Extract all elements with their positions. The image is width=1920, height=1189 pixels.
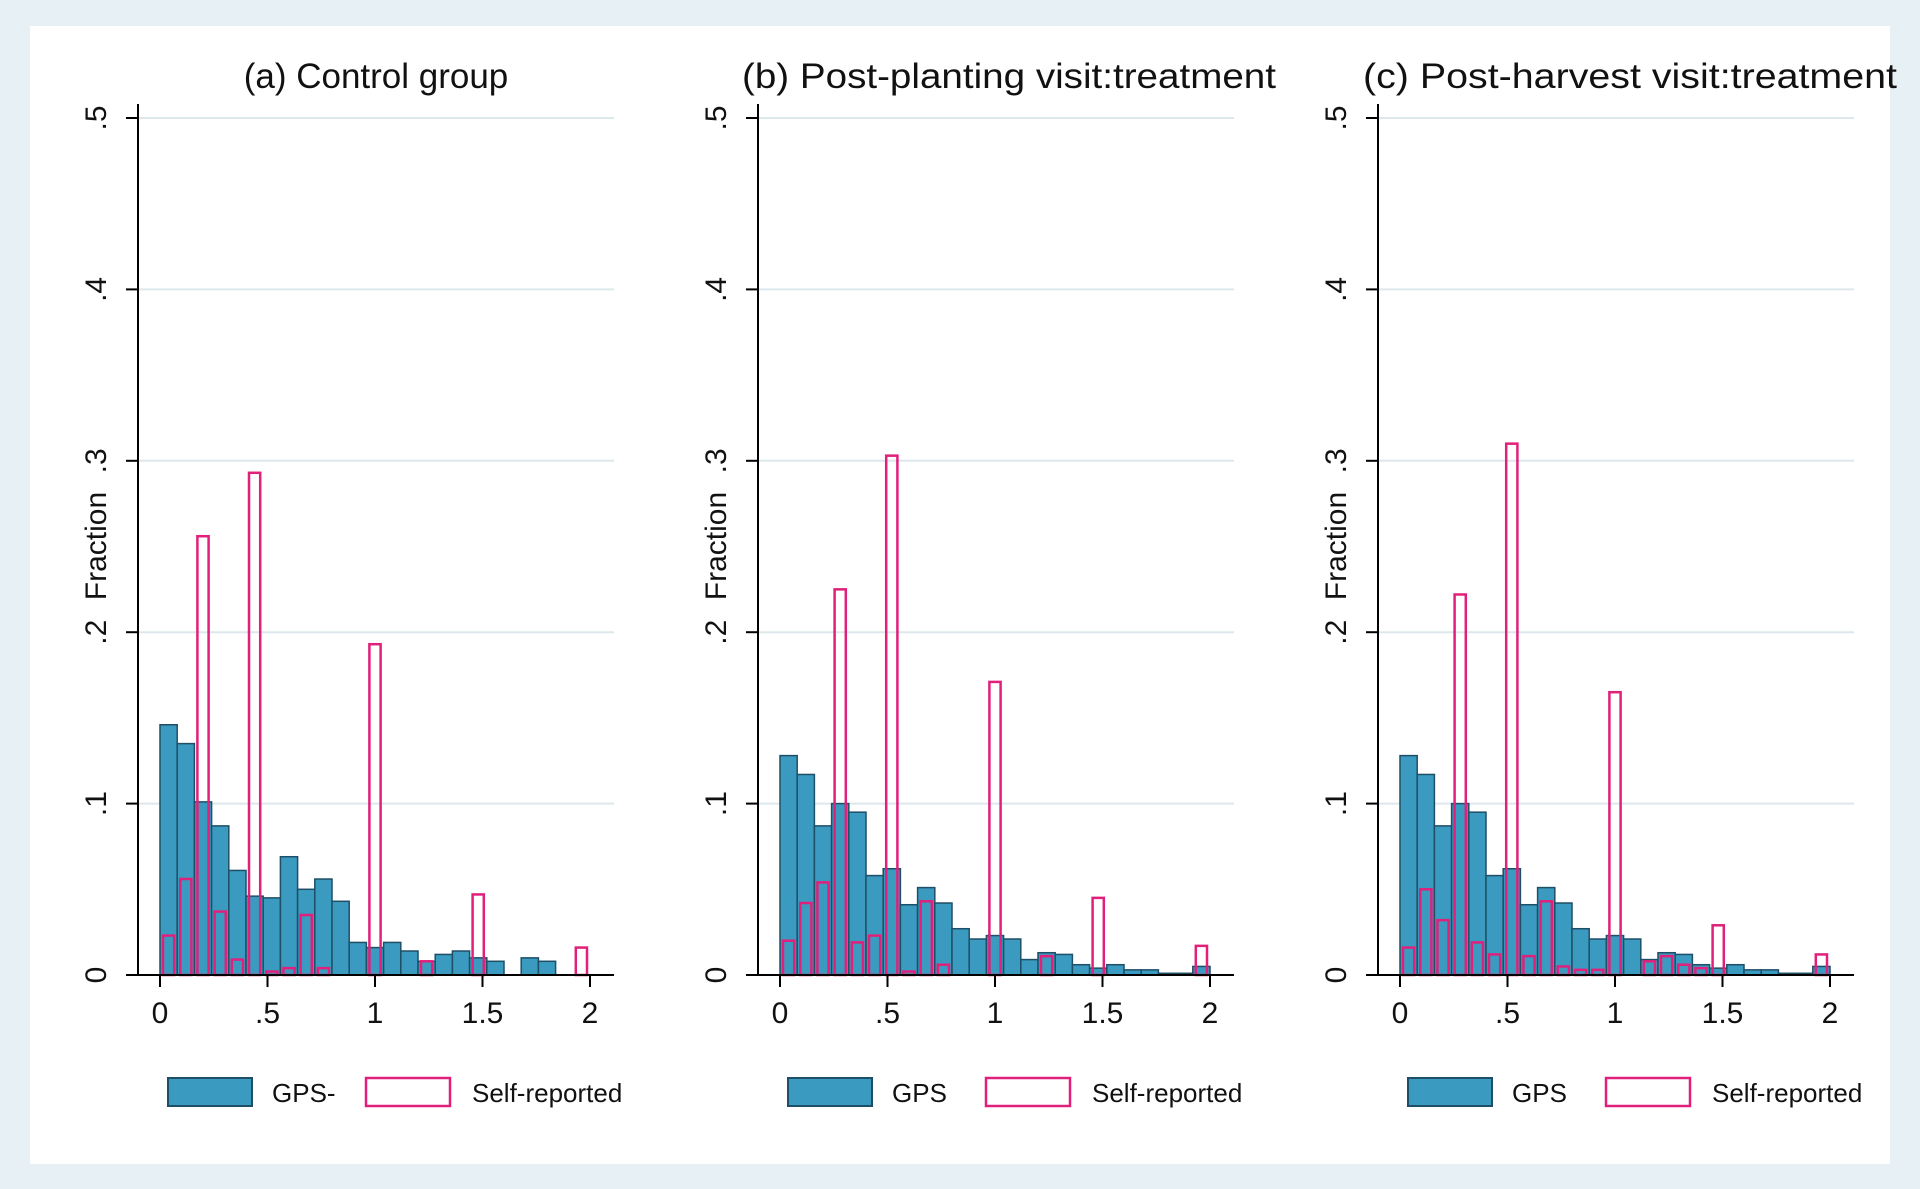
gps-bar bbox=[1106, 963, 1125, 976]
legend-label-self-reported: Self-reported bbox=[1092, 1078, 1242, 1108]
gps-bar bbox=[451, 950, 471, 976]
y-tick-label: .5 bbox=[700, 105, 733, 130]
gps-bar bbox=[1622, 938, 1642, 976]
x-tick-label: 1 bbox=[367, 997, 384, 1030]
x-tick-label: 2 bbox=[1822, 997, 1839, 1030]
y-tick-label: .1 bbox=[700, 791, 733, 816]
y-tick-label: 0 bbox=[80, 967, 113, 984]
gps-bar bbox=[537, 960, 557, 976]
gps-bar bbox=[1054, 953, 1074, 976]
x-tick-label: 1.5 bbox=[1702, 997, 1744, 1030]
x-tick-label: 1.5 bbox=[1082, 997, 1124, 1030]
x-tick-label: 1 bbox=[987, 997, 1004, 1030]
gps-bar bbox=[1399, 754, 1418, 976]
gps-bar bbox=[400, 950, 419, 976]
y-axis-title: Fraction bbox=[1320, 492, 1353, 600]
x-tick-label: 1 bbox=[1607, 997, 1624, 1030]
x-tick-label: 0 bbox=[152, 997, 169, 1030]
y-tick-label: .2 bbox=[80, 620, 113, 645]
y-tick-label: .3 bbox=[700, 448, 733, 473]
y-tick-label: .4 bbox=[1320, 277, 1353, 302]
gps-bar bbox=[1571, 927, 1590, 976]
y-tick-label: .2 bbox=[1320, 620, 1353, 645]
x-tick-label: 1.5 bbox=[462, 997, 504, 1030]
y-tick-label: .4 bbox=[700, 277, 733, 302]
self-reported-bar bbox=[574, 946, 589, 977]
y-tick-label: .1 bbox=[1320, 791, 1353, 816]
legend-swatch-self-reported bbox=[984, 1076, 1072, 1108]
self-reported-bar bbox=[1608, 690, 1622, 977]
gps-bar bbox=[434, 953, 454, 976]
y-tick-label: .2 bbox=[700, 620, 733, 645]
chart-panel-2: 0 .1 .2 .3 .4 .5 0 .5 1 1.5 2 Fraction (c) Post-harv… bbox=[1320, 57, 1897, 1108]
chart-panel-1: 0 .1 .2 .3 .4 .5 0 .5 1 1.5 2 Fraction (b) Post-plan… bbox=[700, 57, 1276, 1108]
legend-swatch-gps bbox=[1407, 1077, 1493, 1107]
y-tick-label: .3 bbox=[1320, 448, 1353, 473]
gps-bar bbox=[314, 878, 333, 976]
gps-bar bbox=[1071, 963, 1091, 976]
gps-bar bbox=[382, 941, 402, 976]
legend-swatch-gps bbox=[787, 1077, 873, 1107]
legend-label-gps: GPS bbox=[892, 1078, 947, 1108]
panel-title: (a) Control group bbox=[244, 57, 509, 96]
gps-bar bbox=[348, 941, 368, 976]
y-tick-label: .1 bbox=[80, 791, 113, 816]
gps-bar bbox=[279, 855, 299, 976]
x-tick-label: .5 bbox=[875, 997, 900, 1030]
gps-bar bbox=[1020, 958, 1039, 976]
y-axis-title: Fraction bbox=[80, 492, 113, 600]
legend-label-self-reported: Self-reported bbox=[1712, 1078, 1862, 1108]
gps-bar bbox=[899, 903, 919, 976]
y-tick-label: 0 bbox=[700, 967, 733, 984]
legend-swatch-self-reported bbox=[1604, 1076, 1692, 1108]
gps-bar bbox=[262, 897, 282, 976]
chart-panel-0: 0 .1 .2 .3 .4 .5 0 .5 1 1.5 2 Fraction (a) Control g… bbox=[80, 57, 622, 1108]
self-reported-bar bbox=[368, 642, 382, 977]
y-tick-label: .4 bbox=[80, 277, 113, 302]
panel-title: (c) Post-harvest visit:treatment bbox=[1363, 57, 1897, 96]
y-tick-label: .5 bbox=[80, 105, 113, 130]
legend-label-gps: GPS- bbox=[272, 1078, 336, 1108]
y-tick-label: .3 bbox=[80, 448, 113, 473]
gps-bar bbox=[1002, 938, 1022, 976]
y-axis-title: Fraction bbox=[700, 492, 733, 600]
self-reported-bar bbox=[988, 680, 1002, 977]
x-tick-label: 0 bbox=[1392, 997, 1409, 1030]
gps-bar bbox=[331, 900, 350, 976]
y-tick-label: .5 bbox=[1320, 105, 1353, 130]
x-tick-label: 2 bbox=[1202, 997, 1219, 1030]
x-tick-label: 0 bbox=[772, 997, 789, 1030]
gps-bar bbox=[486, 960, 505, 976]
legend-swatch-self-reported bbox=[364, 1076, 452, 1108]
y-tick-label: 0 bbox=[1320, 967, 1353, 984]
x-tick-label: .5 bbox=[1495, 997, 1520, 1030]
legend-swatch-gps bbox=[167, 1077, 253, 1107]
gps-bar bbox=[951, 927, 970, 976]
chart-figure: 0.1.2.3.4.5 0.5 1 1.5 2 Fraction (a) Control g… bbox=[30, 26, 1897, 1164]
legend-label-gps: GPS bbox=[1512, 1078, 1567, 1108]
x-tick-label: 2 bbox=[582, 997, 599, 1030]
panel-title: (b) Post-planting visit:treatment bbox=[742, 57, 1276, 96]
gps-bar bbox=[520, 957, 540, 976]
gps-bar bbox=[1554, 902, 1573, 976]
x-tick-label: .5 bbox=[255, 997, 280, 1030]
gps-bar bbox=[968, 938, 988, 976]
self-reported-bar bbox=[1091, 896, 1106, 977]
gps-bar bbox=[1726, 963, 1745, 976]
legend-label-self-reported: Self-reported bbox=[472, 1078, 622, 1108]
